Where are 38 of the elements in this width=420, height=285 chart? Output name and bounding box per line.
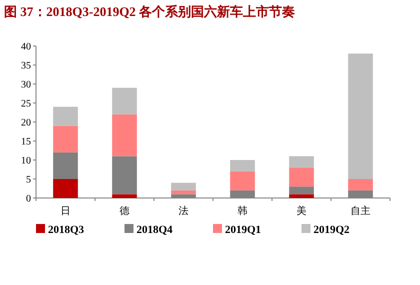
bar [53, 152, 78, 179]
bar [348, 179, 373, 190]
chart-title: 图 37：2018Q3-2019Q2 各个系别国六新车上市节奏 [4, 4, 296, 19]
bar [289, 168, 314, 187]
bar [230, 160, 255, 172]
x-tick-label: 自主 [350, 205, 370, 217]
legend-label: 2018Q3 [48, 224, 85, 236]
y-tick-label: 20 [21, 118, 31, 128]
legend-label: 2018Q4 [136, 224, 174, 236]
legend-label: 2019Q1 [225, 224, 262, 236]
x-tick-label: 美 [296, 205, 306, 217]
bar [112, 88, 137, 114]
y-tick-label: 0 [26, 194, 31, 204]
bar [289, 194, 314, 198]
bar [53, 106, 78, 126]
bar [53, 179, 78, 198]
bar [112, 156, 137, 194]
bar [289, 186, 314, 194]
bar [53, 126, 78, 152]
bar [171, 182, 196, 190]
legend-label: 2019Q2 [314, 224, 350, 236]
bar [348, 54, 373, 179]
y-tick-label: 30 [21, 80, 31, 90]
y-tick-label: 40 [21, 42, 31, 52]
bar [230, 171, 255, 190]
bar [171, 190, 196, 194]
y-tick-label: 5 [26, 174, 31, 186]
x-tick-label: 日 [60, 206, 70, 217]
x-tick-label: 韩 [238, 205, 248, 217]
x-tick-label: 法 [178, 205, 188, 217]
y-tick-label: 25 [21, 98, 31, 110]
bar [112, 194, 137, 198]
y-tick-label: 10 [21, 156, 31, 166]
bar [112, 114, 137, 156]
bar [289, 156, 314, 168]
y-tick-label: 35 [21, 60, 31, 72]
y-tick-label: 15 [21, 136, 31, 148]
x-tick-label: 德 [120, 206, 130, 217]
